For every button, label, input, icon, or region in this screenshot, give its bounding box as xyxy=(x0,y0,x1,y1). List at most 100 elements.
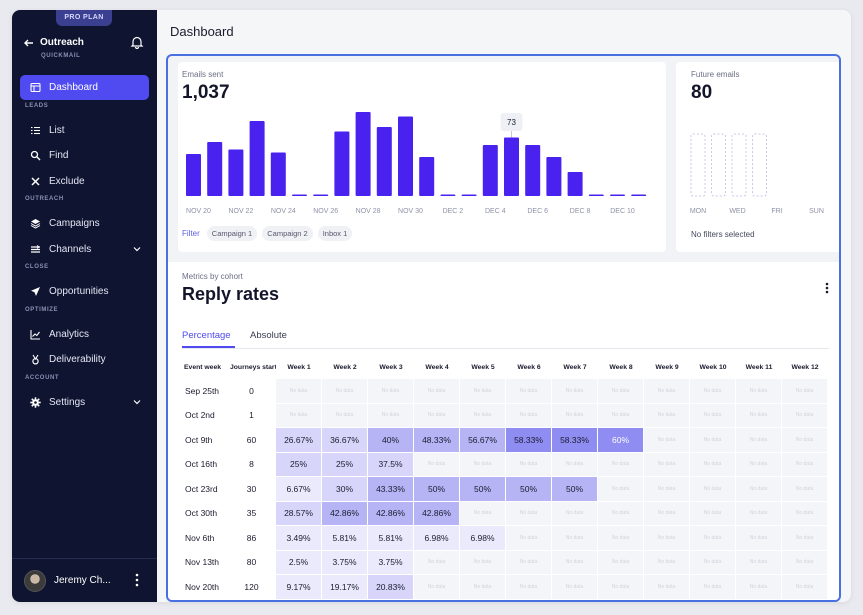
emails-bar[interactable] xyxy=(186,154,201,196)
column-header[interactable]: Week 1 xyxy=(287,363,311,371)
workspace-switcher[interactable]: Outreach xyxy=(24,37,84,48)
column-header[interactable]: Event week xyxy=(184,363,222,371)
dashboard-content: Emails sent 1,037 73 NOV 20 NOV 22 NOV 24 NO… xyxy=(166,54,841,602)
sidebar-item-dashboard[interactable]: Dashboard xyxy=(20,75,149,100)
column-header[interactable]: Week 3 xyxy=(379,363,403,371)
emails-bar[interactable] xyxy=(610,194,625,197)
table-row[interactable]: Nov 13th 80 2.5% 3.75% 3.75% No data No data No… xyxy=(182,550,828,575)
no-data-cell: No data xyxy=(598,550,644,575)
filter-chip-campaign-1[interactable]: Campaign 1 xyxy=(206,226,258,241)
emails-bar[interactable] xyxy=(270,152,286,197)
x-tick-label: NOV 28 xyxy=(356,208,381,215)
no-data-cell: No data xyxy=(598,575,644,600)
no-data-cell: No data xyxy=(736,452,782,477)
column-header[interactable]: Journeys started xyxy=(230,363,276,371)
column-header[interactable]: Week 5 xyxy=(471,363,495,371)
emails-bar[interactable] xyxy=(567,172,583,196)
filter-chip-campaign-2[interactable]: Campaign 2 xyxy=(262,226,313,241)
sidebar-item-exclude[interactable]: Exclude xyxy=(20,169,149,194)
page-title: Dashboard xyxy=(170,24,234,39)
column-header[interactable]: Week 2 xyxy=(333,363,357,371)
reply-rate-cell: 40% xyxy=(368,428,414,453)
search-icon xyxy=(30,150,41,161)
emails-bar[interactable] xyxy=(631,194,647,197)
table-row[interactable]: Oct 23rd 30 6.67% 30% 43.33% 50% 50% 50% 50% No d… xyxy=(182,477,828,502)
emails-bar[interactable] xyxy=(207,142,223,196)
section-label-close: CLOSE xyxy=(25,264,49,270)
emails-bar[interactable] xyxy=(228,149,244,197)
filter-chip-inbox-1[interactable]: Inbox 1 xyxy=(317,226,353,241)
avatar[interactable] xyxy=(24,569,46,592)
emails-bar[interactable] xyxy=(419,157,435,196)
no-data-cell: No data xyxy=(782,477,828,502)
pro-plan-badge: PRO PLAN xyxy=(56,10,112,26)
filter-label[interactable]: Filter xyxy=(182,229,200,238)
column-header[interactable]: Week 10 xyxy=(699,363,727,371)
no-data-cell: No data xyxy=(736,550,782,575)
emails-bar[interactable] xyxy=(313,194,329,197)
emails-bar[interactable] xyxy=(546,157,562,196)
table-row[interactable]: Nov 6th 86 3.49% 5.81% 5.81% 6.98% 6.98% No dat… xyxy=(182,526,828,551)
emails-bar[interactable] xyxy=(292,194,307,197)
tab-percentage[interactable]: Percentage xyxy=(182,330,231,341)
sidebar-item-channels[interactable]: Channels xyxy=(20,237,149,262)
table-row[interactable]: Nov 20th 120 9.17% 19.17% 20.83% No data No da… xyxy=(182,575,828,600)
reply-rate-cell: 48.33% xyxy=(414,428,460,453)
future-emails-chart[interactable]: MON WED FRI SUN xyxy=(676,62,841,222)
emails-sent-chart[interactable]: 73 NOV 20 NOV 22 NOV 24 NOV 26 NOV 28 NOV 30 DE… xyxy=(178,62,666,222)
sidebar-item-list[interactable]: List xyxy=(20,118,149,143)
no-data-cell: No data xyxy=(644,550,690,575)
sidebar-item-find[interactable]: Find xyxy=(20,143,149,168)
tooltip-box xyxy=(500,113,523,131)
table-row[interactable]: Oct 9th 60 26.67% 36.67% 40% 48.33% 56.67% 58.3… xyxy=(182,428,828,453)
no-data-cell: No data xyxy=(736,477,782,502)
sidebar-item-opportunities[interactable]: Opportunities xyxy=(20,279,149,304)
emails-bar[interactable] xyxy=(398,116,413,197)
table-row[interactable]: Sep 25th 0 No data No data No data No data No … xyxy=(182,379,828,404)
tab-absolute[interactable]: Absolute xyxy=(250,330,287,341)
event-week-cell: Oct 2nd xyxy=(182,403,228,428)
emails-bar[interactable] xyxy=(334,131,350,197)
emails-bar[interactable] xyxy=(504,137,519,197)
user-profile[interactable]: Jeremy Ch... xyxy=(12,558,157,602)
emails-bar[interactable] xyxy=(461,194,477,197)
reply-rate-cell: 6.98% xyxy=(460,526,506,551)
no-data-cell: No data xyxy=(690,526,736,551)
column-header[interactable]: Week 7 xyxy=(563,363,587,371)
column-header[interactable]: Week 8 xyxy=(609,363,633,371)
event-week-cell: Oct 23rd xyxy=(182,477,228,502)
day-tick-label: SUN xyxy=(809,208,824,215)
emails-bar[interactable] xyxy=(249,121,265,196)
kebab-menu-icon[interactable] xyxy=(135,573,139,587)
chevron-down-icon[interactable] xyxy=(133,245,141,253)
reply-rate-cell: 50% xyxy=(460,477,506,502)
column-header[interactable]: Week 12 xyxy=(791,363,819,371)
emails-bar[interactable] xyxy=(588,194,604,197)
sidebar-item-deliverability[interactable]: Deliverability xyxy=(20,347,149,372)
column-header[interactable]: Week 11 xyxy=(745,363,773,371)
column-header[interactable]: Week 4 xyxy=(425,363,449,371)
column-header[interactable]: Week 6 xyxy=(517,363,541,371)
table-row[interactable]: Oct 2nd 1 No data No data No data No data No d… xyxy=(182,403,828,428)
sidebar-item-settings[interactable]: Settings xyxy=(20,390,149,415)
sidebar-item-analytics[interactable]: Analytics xyxy=(20,322,149,347)
bell-icon[interactable] xyxy=(130,35,144,49)
emails-bar[interactable] xyxy=(482,145,498,196)
column-header[interactable]: Week 9 xyxy=(655,363,679,371)
no-data-cell: No data xyxy=(460,550,506,575)
reply-rate-cell: 6.67% xyxy=(276,477,322,502)
table-row[interactable]: Oct 16th 8 25% 25% 37.5% No data No data No dat… xyxy=(182,452,828,477)
no-data-cell: No data xyxy=(368,403,414,428)
sidebar-item-campaigns[interactable]: Campaigns xyxy=(20,211,149,236)
emails-bar[interactable] xyxy=(376,127,392,196)
emails-bar[interactable] xyxy=(355,112,371,196)
emails-bar[interactable] xyxy=(440,194,456,197)
table-row[interactable]: Oct 30th 35 28.57% 42.86% 42.86% 42.86% No dat… xyxy=(182,501,828,526)
cohort-menu-icon[interactable] xyxy=(825,282,829,294)
chevron-down-icon[interactable] xyxy=(133,398,141,406)
no-data-cell: No data xyxy=(782,501,828,526)
no-data-cell: No data xyxy=(690,403,736,428)
back-arrow-icon[interactable] xyxy=(24,38,34,48)
emails-bar[interactable] xyxy=(525,145,541,196)
journeys-started-cell: 30 xyxy=(228,477,276,502)
